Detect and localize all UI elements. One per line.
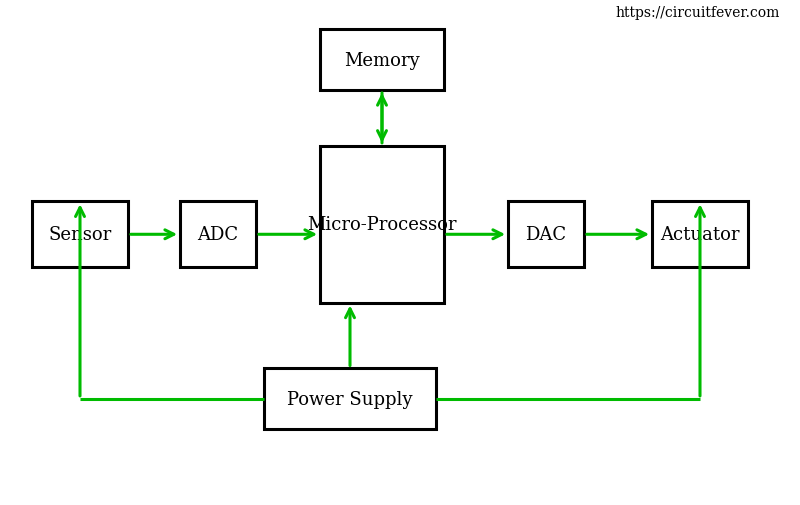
Bar — [652, 202, 748, 268]
Text: Power Supply: Power Supply — [287, 390, 413, 408]
Text: DAC: DAC — [526, 226, 566, 244]
Bar — [180, 202, 256, 268]
Text: Micro-Processor: Micro-Processor — [307, 216, 457, 234]
Text: Sensor: Sensor — [48, 226, 112, 244]
Text: Actuator: Actuator — [660, 226, 740, 244]
Bar — [32, 202, 128, 268]
Text: https://circuitfever.com: https://circuitfever.com — [616, 6, 780, 20]
Bar — [320, 146, 444, 303]
Bar — [320, 30, 444, 91]
Bar — [508, 202, 584, 268]
Text: Memory: Memory — [344, 52, 420, 70]
Bar — [264, 369, 436, 429]
Text: ADC: ADC — [198, 226, 238, 244]
